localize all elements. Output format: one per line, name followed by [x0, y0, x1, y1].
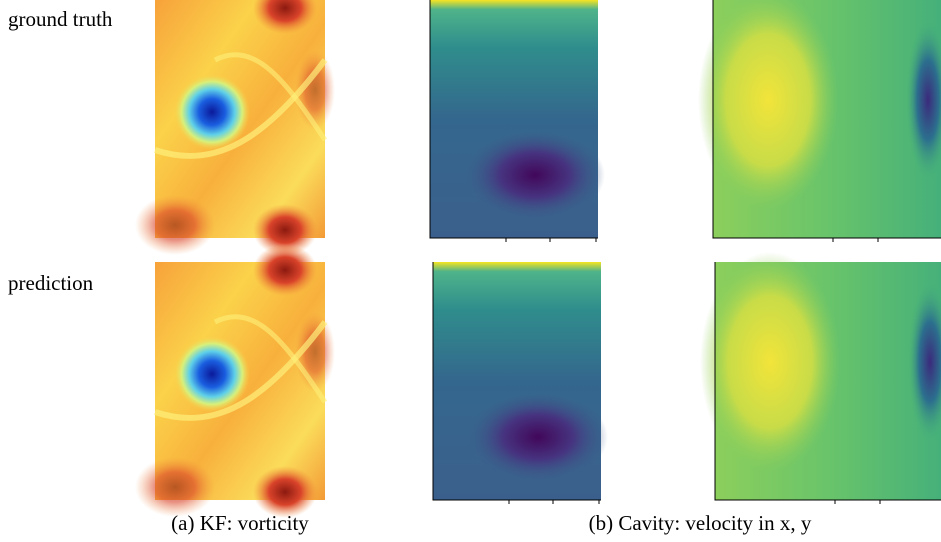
caption: (b) Cavity: velocity in x, y	[589, 511, 812, 535]
cavity-y-prediction-image	[700, 252, 941, 504]
cavity-x-truth-image	[430, 0, 605, 242]
kf-prediction-image	[135, 244, 335, 518]
figure: ground truth prediction (a) KF: vorticit…	[0, 0, 941, 542]
row-label: prediction	[8, 271, 94, 295]
kf-truth-image	[135, 0, 335, 256]
cavity-x-prediction-image	[433, 262, 608, 504]
caption: (a) KF: vorticity	[171, 511, 309, 535]
cavity-y-truth-image	[698, 0, 941, 242]
row-label: ground truth	[8, 7, 113, 31]
